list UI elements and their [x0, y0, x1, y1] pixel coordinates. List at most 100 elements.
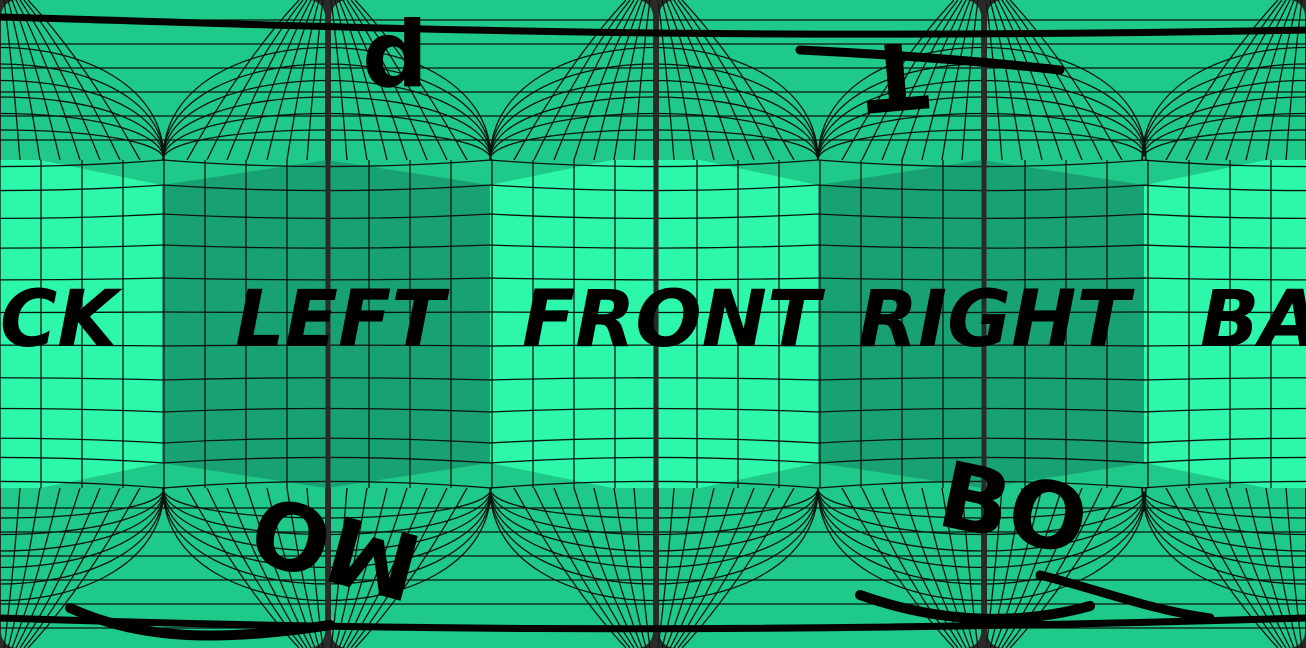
grid-curve — [681, 487, 795, 648]
grid-curve — [881, 487, 963, 648]
grid-curve — [593, 487, 643, 648]
grid-curve — [1141, 277, 1306, 281]
grid-curve — [1141, 456, 1306, 464]
grid-curve — [941, 487, 975, 648]
grid-curve — [19, 487, 101, 648]
bottom-arc-stroke — [1035, 570, 1215, 623]
grid-curve — [0, 213, 165, 220]
grid-curve — [1285, 487, 1303, 648]
grid-curve — [342, 0, 408, 161]
grid-curve — [533, 0, 631, 161]
grid-curve — [0, 96, 165, 161]
grid-curve — [1141, 437, 1306, 444]
grid-curve — [997, 487, 1063, 648]
grid-curve — [206, 0, 304, 161]
grid-curve — [1141, 63, 1306, 161]
grid-curve — [0, 129, 165, 161]
grid-curve — [941, 0, 975, 161]
grid-curve — [0, 344, 165, 347]
grid-curve — [553, 0, 635, 161]
grid-curve — [0, 184, 165, 192]
grid-curve — [901, 487, 967, 648]
grid-curve — [985, 487, 1003, 648]
top-arc-stroke — [795, 45, 1065, 75]
grid-curve — [921, 487, 971, 648]
grid-curve — [0, 487, 165, 602]
grid-curve — [23, 487, 121, 648]
grid-curve — [841, 0, 955, 161]
face-labels: CK LEFT FRONT RIGHT BA — [0, 275, 1306, 365]
grid-curve — [350, 487, 448, 648]
grid-curve — [1265, 0, 1299, 161]
top-fragment-p: p — [362, 14, 428, 121]
grid-curve — [665, 0, 715, 161]
grid-curve — [354, 487, 468, 648]
grid-curve — [669, 0, 735, 161]
grid-curve — [306, 0, 324, 161]
grid-curve — [1185, 0, 1283, 161]
top-fragment-t: T — [859, 19, 931, 131]
grid-curve — [657, 487, 675, 648]
grid-curve — [1141, 96, 1306, 161]
grid-curve — [0, 487, 165, 519]
grid-curve — [669, 487, 735, 648]
back-face-label-left: CK — [0, 275, 123, 365]
grid-curve — [989, 487, 1023, 648]
grid-curve — [661, 487, 695, 648]
grid-curve — [677, 0, 775, 161]
grid-curve — [346, 487, 428, 648]
grid-curve — [1245, 487, 1295, 648]
grid-curve — [633, 487, 651, 648]
grid-curve — [0, 46, 165, 161]
grid-curve — [1141, 129, 1306, 161]
grid-curve — [993, 0, 1043, 161]
grid-curve — [1285, 0, 1303, 161]
grid-curve — [338, 487, 388, 648]
grid-curve — [27, 487, 141, 648]
grid-curve — [1141, 244, 1306, 249]
grid-curve — [1205, 487, 1287, 648]
grid-curve — [841, 487, 955, 648]
grid-curve — [186, 0, 300, 161]
grid-curve — [342, 487, 408, 648]
grid-curve — [1141, 213, 1306, 220]
grid-curve — [1141, 487, 1306, 536]
grid-curve — [0, 112, 165, 161]
grid-curve — [0, 437, 165, 444]
grid-curve — [901, 0, 967, 161]
front-face-label: FRONT — [522, 275, 826, 365]
grid-curve — [1141, 79, 1306, 161]
grid-curve — [921, 0, 971, 161]
grid-curve — [573, 487, 639, 648]
bottom-arc-stroke — [855, 590, 1095, 624]
grid-curve — [673, 487, 755, 648]
grid-curve — [334, 0, 368, 161]
grid-curve — [0, 244, 165, 249]
grid-curve — [0, 487, 165, 536]
grid-curve — [961, 0, 979, 161]
grid-curve — [657, 0, 675, 161]
back-face-label-right: BA — [1200, 275, 1306, 365]
grid-curve — [3, 487, 21, 648]
grid-curve — [1141, 487, 1306, 602]
grid-curve — [266, 0, 316, 161]
bottom-arc-stroke — [65, 603, 335, 641]
grid-curve — [533, 487, 631, 648]
grid-curve — [1141, 377, 1306, 381]
grid-curve — [1265, 487, 1299, 648]
grid-curve — [1141, 46, 1306, 161]
grid-curve — [861, 487, 959, 648]
grid-curve — [0, 487, 165, 585]
grid-curve — [1185, 487, 1283, 648]
grid-curve — [1141, 487, 1306, 585]
grid-curve — [0, 487, 165, 552]
bottom-seam-stroke — [0, 614, 1306, 633]
grid-curve — [334, 487, 368, 648]
grid-curve — [0, 377, 165, 381]
grid-curve — [1141, 159, 1306, 168]
grid-curve — [961, 487, 979, 648]
top-seam-stroke — [0, 13, 1306, 38]
back-face-right-part — [1144, 160, 1306, 488]
grid-curve — [1205, 0, 1287, 161]
